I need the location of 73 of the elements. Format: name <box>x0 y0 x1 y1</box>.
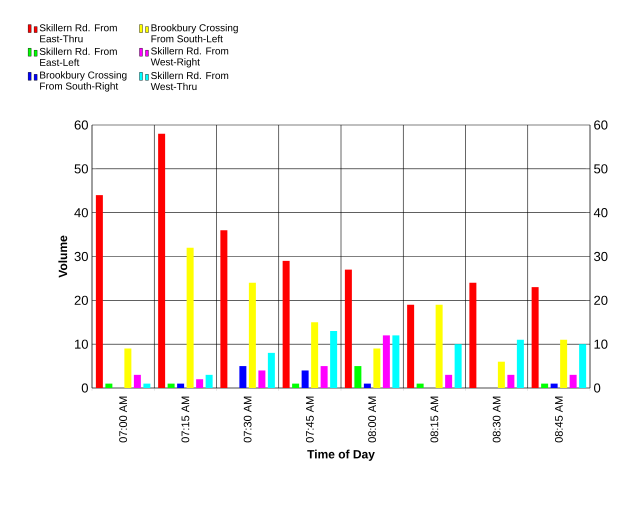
x-tick-label: 08:30 AM <box>492 396 501 442</box>
x-tick-label: 08:00 AM <box>368 396 376 442</box>
bar <box>560 340 568 388</box>
bar <box>143 384 150 388</box>
bar <box>354 366 362 388</box>
bar <box>507 374 514 388</box>
y2-tick-label: 0 <box>594 383 600 393</box>
legend-label: Skillern Rd. From West-Right <box>150 47 228 68</box>
y-tick-label: 30 <box>74 252 88 262</box>
y2-tick-label: 50 <box>594 164 608 174</box>
bar <box>392 335 400 388</box>
bar <box>302 370 309 388</box>
y2-tick-label: 10 <box>594 340 608 349</box>
legend-label: Brookbury Crossing From South-Left <box>151 24 238 42</box>
bar <box>124 348 132 388</box>
bar <box>330 331 338 388</box>
bar <box>532 287 539 388</box>
legend-label: Brookbury Crossing From South-Right <box>40 71 126 92</box>
bar <box>311 322 318 388</box>
x-tick-label: 08:15 AM <box>430 396 438 442</box>
bar <box>177 384 184 388</box>
x-tick-label: 07:30 AM <box>244 396 252 442</box>
bar <box>196 379 204 388</box>
x-axis-title: Time of Day <box>307 450 375 461</box>
bar <box>344 270 352 388</box>
y2-tick-label: 60 <box>594 120 608 130</box>
y-tick-label: 20 <box>74 296 88 305</box>
x-tick-label: 07:15 AM <box>181 396 190 442</box>
x-tick-label: 08:45 AM <box>554 396 563 442</box>
bar <box>436 304 443 388</box>
bar <box>570 374 577 388</box>
y2-tick-label: 30 <box>594 252 608 262</box>
bar <box>550 384 558 388</box>
bar <box>206 374 213 388</box>
bar <box>416 384 424 388</box>
bar <box>320 366 328 388</box>
y2-tick-label: 20 <box>594 296 608 305</box>
legend-label: Skillern Rd. From West-Thru <box>150 72 228 90</box>
bar <box>445 374 452 388</box>
bar <box>258 370 266 388</box>
bar <box>516 340 524 388</box>
bar <box>541 384 548 388</box>
bar <box>407 304 414 388</box>
x-tick-label: 07:00 AM <box>119 396 128 442</box>
y-tick-label: 40 <box>74 208 88 218</box>
legend-label: Skillern Rd. From East-Left <box>40 48 117 66</box>
bar <box>220 230 228 388</box>
bar <box>292 384 300 388</box>
bar <box>498 362 505 388</box>
bar <box>134 374 141 388</box>
bar <box>579 344 586 388</box>
legend-label: Skillern Rd. From East-Thru <box>40 24 117 42</box>
bar <box>282 260 290 388</box>
bar <box>96 195 103 388</box>
bar <box>268 352 275 388</box>
bar <box>364 384 371 388</box>
bar <box>158 134 166 388</box>
bar <box>186 248 194 388</box>
x-tick-label: 07:45 AM <box>306 396 314 442</box>
bar <box>382 335 390 388</box>
y-tick-label: 0 <box>82 383 88 393</box>
y-tick-label: 50 <box>74 164 88 174</box>
y2-tick-label: 40 <box>594 208 608 218</box>
y-tick-label: 10 <box>75 340 88 349</box>
bar <box>373 348 380 388</box>
bar <box>469 282 476 388</box>
y-tick-label: 60 <box>74 120 88 130</box>
bar <box>168 384 175 388</box>
bar <box>105 384 112 388</box>
bar <box>239 366 246 388</box>
bar <box>248 282 256 388</box>
y-axis-title: Volume <box>58 236 68 278</box>
bar <box>454 344 462 388</box>
